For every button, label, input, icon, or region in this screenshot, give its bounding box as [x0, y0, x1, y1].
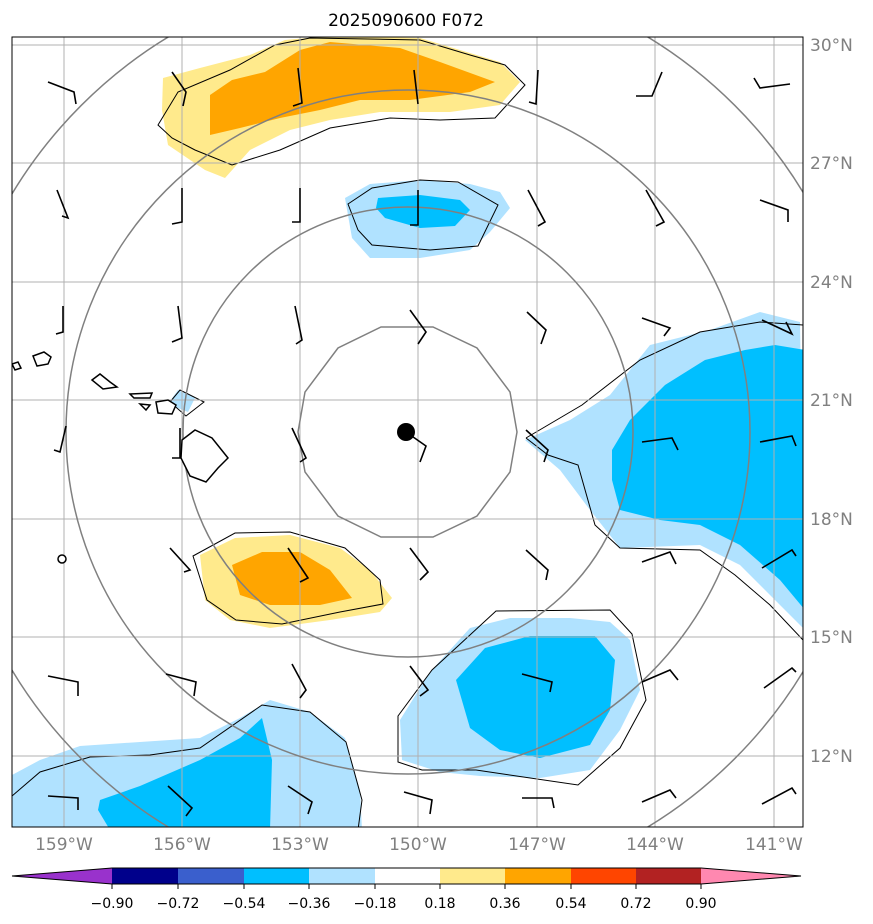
negative-anomaly-small — [345, 180, 510, 258]
colorbar-swatch — [701, 868, 801, 884]
lat-label: 24°N — [810, 273, 853, 293]
lat-labels: 30°N 27°N 24°N 21°N 18°N 15°N 12°N — [810, 36, 853, 767]
negative-anomaly-east — [525, 312, 803, 628]
colorbar-tick-label: −0.54 — [223, 896, 266, 912]
colorbar-tick-label: −0.36 — [288, 896, 331, 912]
colorbar-swatch — [309, 868, 375, 884]
lon-label: 156°W — [153, 835, 211, 855]
negative-anomaly-southeast — [400, 618, 640, 778]
lon-label: 150°W — [389, 835, 447, 855]
lon-label: 153°W — [271, 835, 329, 855]
colorbar-swatch — [112, 868, 178, 884]
colorbar-swatch — [375, 868, 440, 884]
lon-label: 147°W — [508, 835, 566, 855]
negative-anomaly-southwest — [12, 700, 362, 827]
wind-barbs — [47, 67, 797, 817]
lat-label: 12°N — [810, 747, 853, 767]
barb-r7 — [47, 785, 797, 817]
storm-center-marker — [397, 423, 427, 463]
barb-r1 — [47, 67, 791, 107]
colorbar-tick-label: 0.72 — [620, 896, 651, 912]
map-frame — [11, 36, 804, 828]
colorbar-tick-label: 0.36 — [489, 896, 520, 912]
colorbar-swatch — [178, 868, 244, 884]
lon-label: 159°W — [35, 835, 93, 855]
gridlines — [12, 37, 803, 827]
lat-label: 18°N — [810, 510, 853, 530]
barb-r3 — [55, 305, 794, 345]
lat-label: 30°N — [810, 36, 853, 56]
coastline-hawaii — [12, 351, 230, 564]
map-area — [12, 37, 803, 827]
barb-r4 — [53, 425, 797, 463]
positive-anomaly-north — [162, 37, 520, 178]
colorbar-tick-label: 0.90 — [685, 896, 716, 912]
colorbar-swatch — [12, 868, 112, 884]
range-rings — [12, 37, 803, 827]
barb-r5 — [169, 547, 797, 583]
colorbar-swatch — [636, 868, 701, 884]
lat-label: 15°N — [810, 628, 853, 648]
colorbar-tick-label: 0.54 — [555, 896, 586, 912]
barb-r6 — [47, 663, 797, 699]
lat-label: 21°N — [810, 391, 853, 411]
colorbar-tick-label: −0.72 — [157, 896, 200, 912]
colorbar-tick-label: −0.90 — [91, 896, 134, 912]
colorbar-swatch — [505, 868, 571, 884]
colorbar: −0.90 −0.72 −0.54 −0.36 −0.18 0.18 0.36 … — [11, 867, 802, 912]
lon-labels: 159°W 156°W 153°W 150°W 147°W 144°W 141°… — [35, 835, 803, 855]
colorbar-swatch — [440, 868, 505, 884]
barb-r2 — [56, 188, 789, 227]
colorbar-tick-label: 0.18 — [424, 896, 455, 912]
colorbar-swatch — [244, 868, 309, 884]
plot-title: 2025090600 F072 — [328, 11, 484, 31]
lat-label: 27°N — [810, 154, 853, 174]
lon-label: 144°W — [626, 835, 684, 855]
positive-anomaly-south — [200, 535, 392, 628]
lon-label: 141°W — [745, 835, 803, 855]
colorbar-swatch — [571, 868, 636, 884]
colorbar-ticks — [111, 884, 702, 889]
colorbar-tick-label: −0.18 — [354, 896, 397, 912]
